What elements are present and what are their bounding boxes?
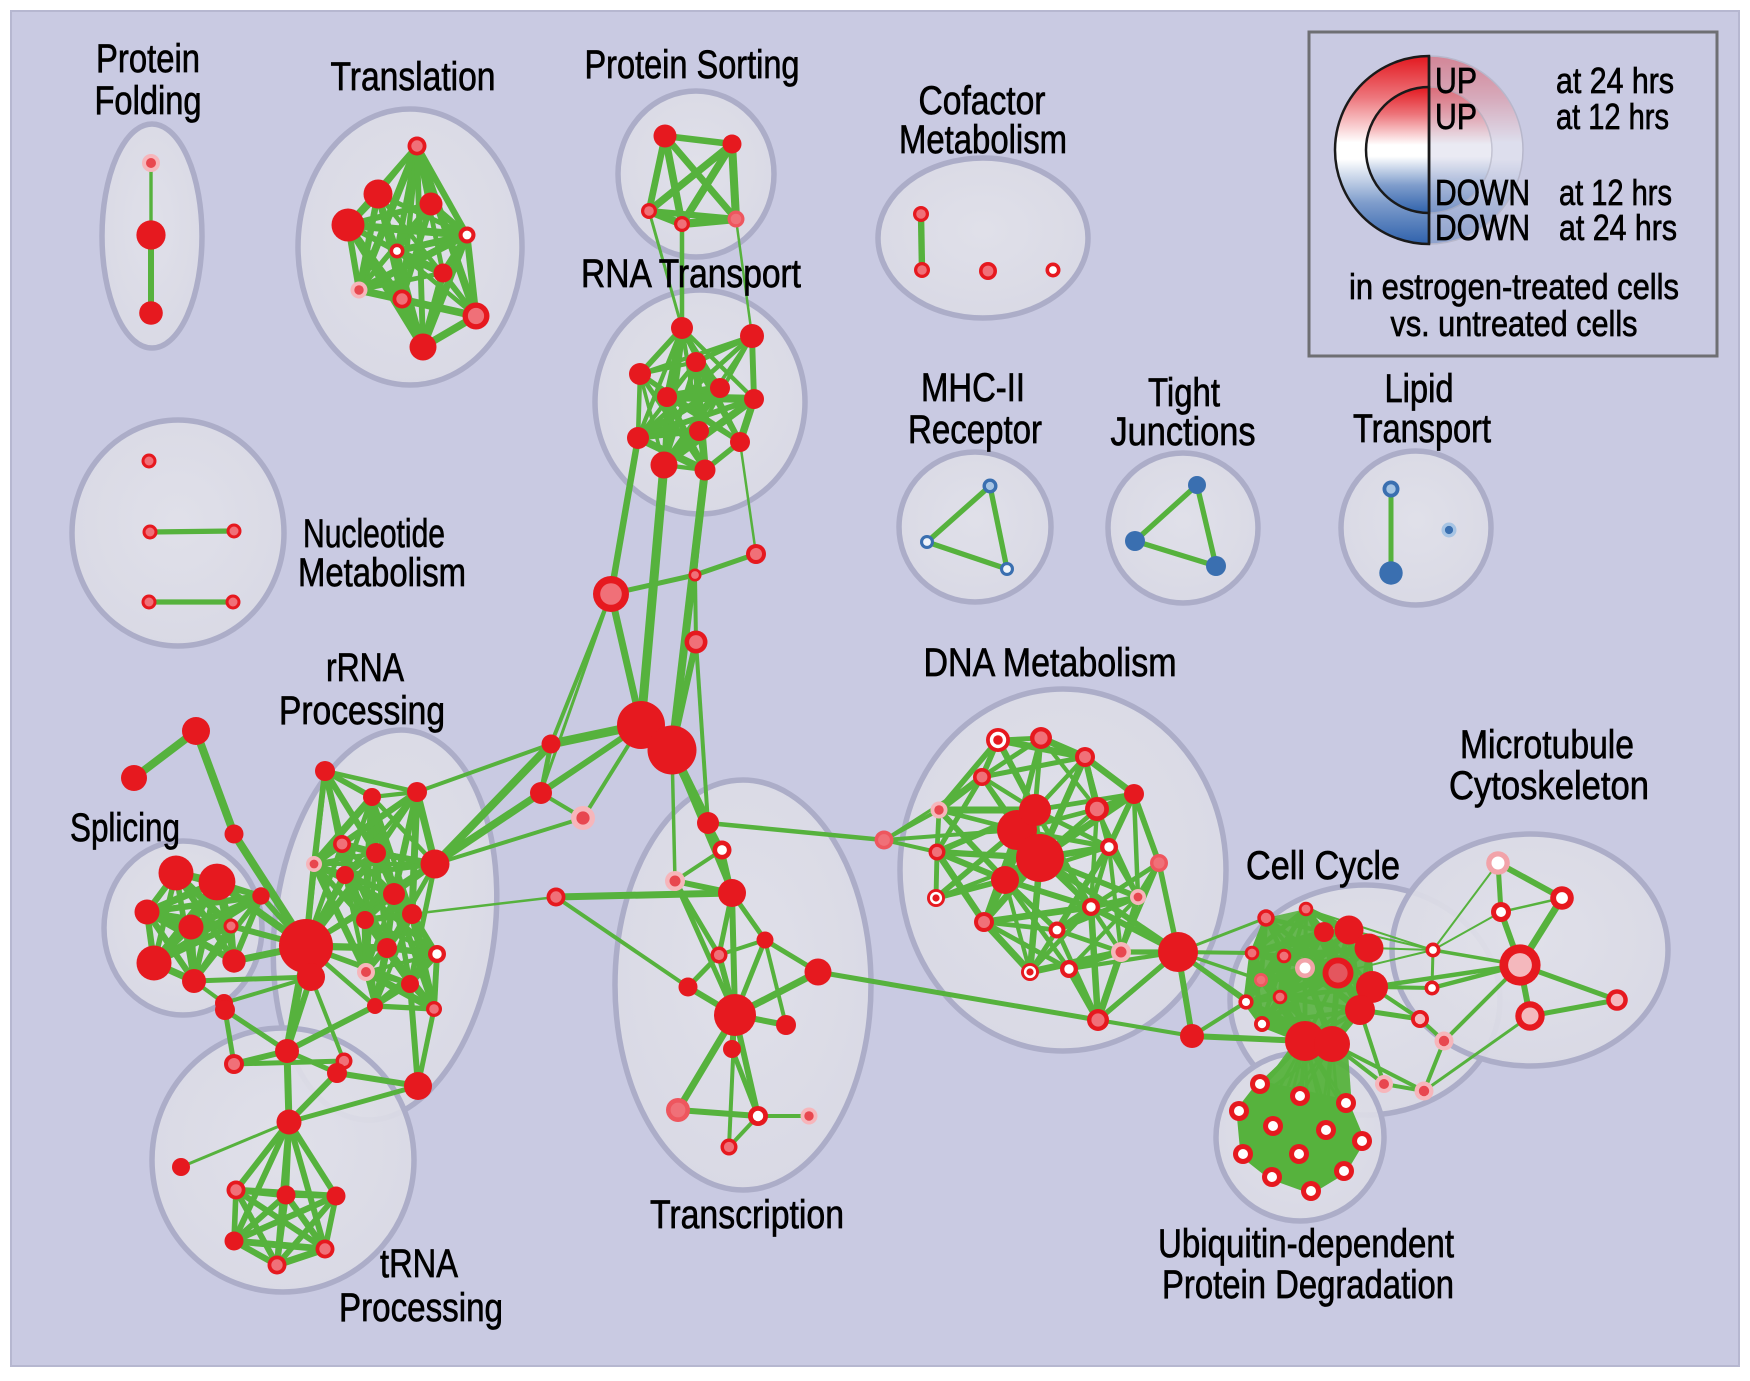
- svg-text:Tight: Tight: [1148, 371, 1220, 415]
- svg-text:at 12 hrs: at 12 hrs: [1556, 96, 1669, 137]
- svg-text:Nucleotide: Nucleotide: [303, 512, 445, 556]
- svg-text:Processing: Processing: [279, 689, 445, 733]
- svg-text:Junctions: Junctions: [1111, 410, 1256, 454]
- svg-text:DOWN: DOWN: [1435, 207, 1530, 248]
- svg-text:UP: UP: [1435, 96, 1477, 137]
- svg-text:RNA Transport: RNA Transport: [581, 252, 801, 296]
- svg-text:at 12 hrs: at 12 hrs: [1559, 172, 1672, 213]
- svg-text:Cofactor: Cofactor: [919, 79, 1046, 123]
- svg-text:Microtubule: Microtubule: [1460, 723, 1634, 767]
- svg-text:UP: UP: [1435, 60, 1477, 101]
- svg-text:at 24 hrs: at 24 hrs: [1559, 207, 1677, 248]
- svg-text:Protein Degradation: Protein Degradation: [1162, 1263, 1454, 1307]
- svg-text:Translation: Translation: [331, 55, 496, 99]
- svg-text:MHC-II: MHC-II: [921, 366, 1025, 410]
- svg-text:Metabolism: Metabolism: [298, 551, 466, 595]
- svg-text:vs. untreated cells: vs. untreated cells: [1391, 303, 1638, 344]
- svg-text:Protein: Protein: [96, 37, 200, 81]
- svg-text:tRNA: tRNA: [380, 1242, 458, 1286]
- svg-text:at 24 hrs: at 24 hrs: [1556, 60, 1674, 101]
- svg-text:rRNA: rRNA: [326, 646, 404, 690]
- svg-text:Ubiquitin-dependent: Ubiquitin-dependent: [1158, 1222, 1454, 1266]
- svg-text:DOWN: DOWN: [1435, 172, 1530, 213]
- svg-text:Protein Sorting: Protein Sorting: [585, 43, 800, 87]
- svg-text:Transport: Transport: [1353, 407, 1491, 451]
- svg-text:Processing: Processing: [339, 1286, 503, 1330]
- svg-text:in estrogen-treated cells: in estrogen-treated cells: [1349, 266, 1679, 307]
- svg-text:Transcription: Transcription: [650, 1193, 844, 1237]
- svg-text:Cytoskeleton: Cytoskeleton: [1449, 764, 1649, 808]
- svg-text:Receptor: Receptor: [908, 408, 1042, 452]
- svg-text:Splicing: Splicing: [70, 806, 180, 850]
- svg-text:Folding: Folding: [95, 79, 202, 123]
- svg-text:Metabolism: Metabolism: [899, 118, 1067, 162]
- svg-text:Lipid: Lipid: [1385, 367, 1454, 411]
- svg-text:DNA Metabolism: DNA Metabolism: [924, 641, 1177, 685]
- svg-text:Cell Cycle: Cell Cycle: [1246, 844, 1400, 888]
